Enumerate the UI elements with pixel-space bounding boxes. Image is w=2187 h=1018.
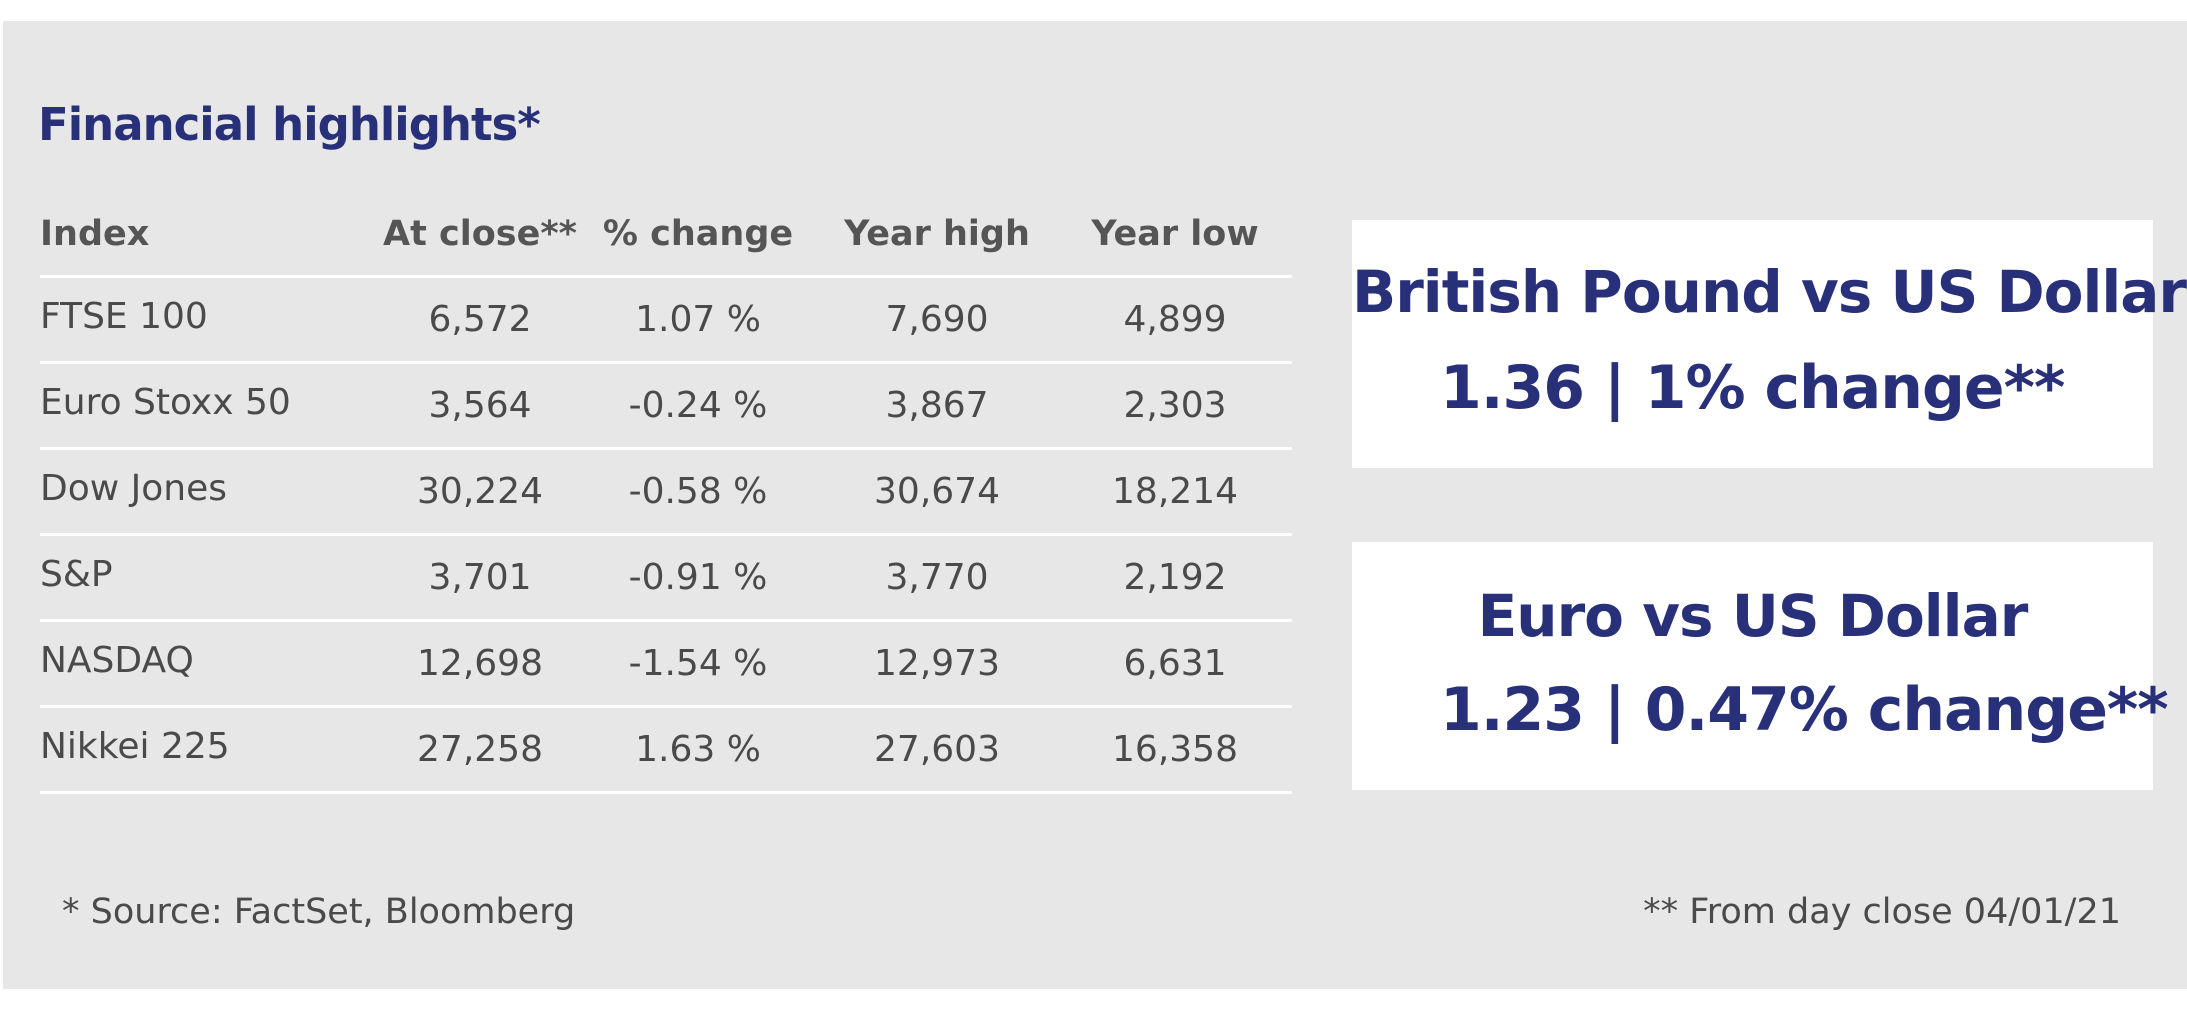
pct-change-value: 1.07 % [580,276,816,364]
year-high-value: 12,973 [816,620,1058,708]
year-low-value: 2,192 [1058,534,1292,622]
at-close-value: 30,224 [380,448,580,536]
year-low-value: 6,631 [1058,620,1292,708]
financial-table: Index At close** % change Year high Year… [40,193,1292,794]
table-row: Nikkei 225 27,258 1.63 % 27,603 16,358 [40,706,1292,794]
page-title: Financial highlights* [38,98,541,151]
index-name: NASDAQ [40,620,380,708]
year-high-value: 30,674 [816,448,1058,536]
index-name: Dow Jones [40,448,380,536]
index-name: Nikkei 225 [40,706,380,794]
fx-card-gbp-usd: British Pound vs US Dollar 1.36 | 1% cha… [1352,220,2187,468]
column-header-year-low: Year low [1058,193,1292,278]
pct-change-value: -1.54 % [580,620,816,708]
at-close-value: 27,258 [380,706,580,794]
fx-rate-change: 1.23 | 0.47% change** [1440,675,2169,745]
year-low-value: 4,899 [1058,276,1292,364]
year-high-value: 3,770 [816,534,1058,622]
index-name: Euro Stoxx 50 [40,362,380,450]
fx-pair-label: British Pound vs US Dollar [1352,258,2187,326]
table-header-row: Index At close** % change Year high Year… [40,193,1292,278]
pct-change-value: 1.63 % [580,706,816,794]
at-close-value: 3,701 [380,534,580,622]
column-header-year-high: Year high [816,193,1058,278]
year-low-value: 2,303 [1058,362,1292,450]
column-header-at-close: At close** [380,193,580,278]
pct-change-value: -0.91 % [580,534,816,622]
year-high-value: 3,867 [816,362,1058,450]
index-name: FTSE 100 [40,276,380,364]
table-row: Euro Stoxx 50 3,564 -0.24 % 3,867 2,303 [40,362,1292,450]
at-close-value: 6,572 [380,276,580,364]
at-close-value: 3,564 [380,362,580,450]
table-row: FTSE 100 6,572 1.07 % 7,690 4,899 [40,276,1292,364]
year-low-value: 18,214 [1058,448,1292,536]
source-footnote: * Source: FactSet, Bloomberg [62,892,576,932]
table-row: Dow Jones 30,224 -0.58 % 30,674 18,214 [40,448,1292,536]
index-name: S&P [40,534,380,622]
year-low-value: 16,358 [1058,706,1292,794]
close-date-footnote: ** From day close 04/01/21 [1643,892,2121,932]
year-high-value: 27,603 [816,706,1058,794]
year-high-value: 7,690 [816,276,1058,364]
fx-pair-label: Euro vs US Dollar [1477,582,2029,650]
pct-change-value: -0.58 % [580,448,816,536]
fx-card-eur-usd: Euro vs US Dollar 1.23 | 0.47% change** [1352,542,2169,790]
pct-change-value: -0.24 % [580,362,816,450]
table-row: S&P 3,701 -0.91 % 3,770 2,192 [40,534,1292,622]
at-close-value: 12,698 [380,620,580,708]
fx-rate-change: 1.36 | 1% change** [1440,353,2065,423]
column-header-index: Index [40,193,380,278]
column-header-pct-change: % change [580,193,816,278]
table-row: NASDAQ 12,698 -1.54 % 12,973 6,631 [40,620,1292,708]
